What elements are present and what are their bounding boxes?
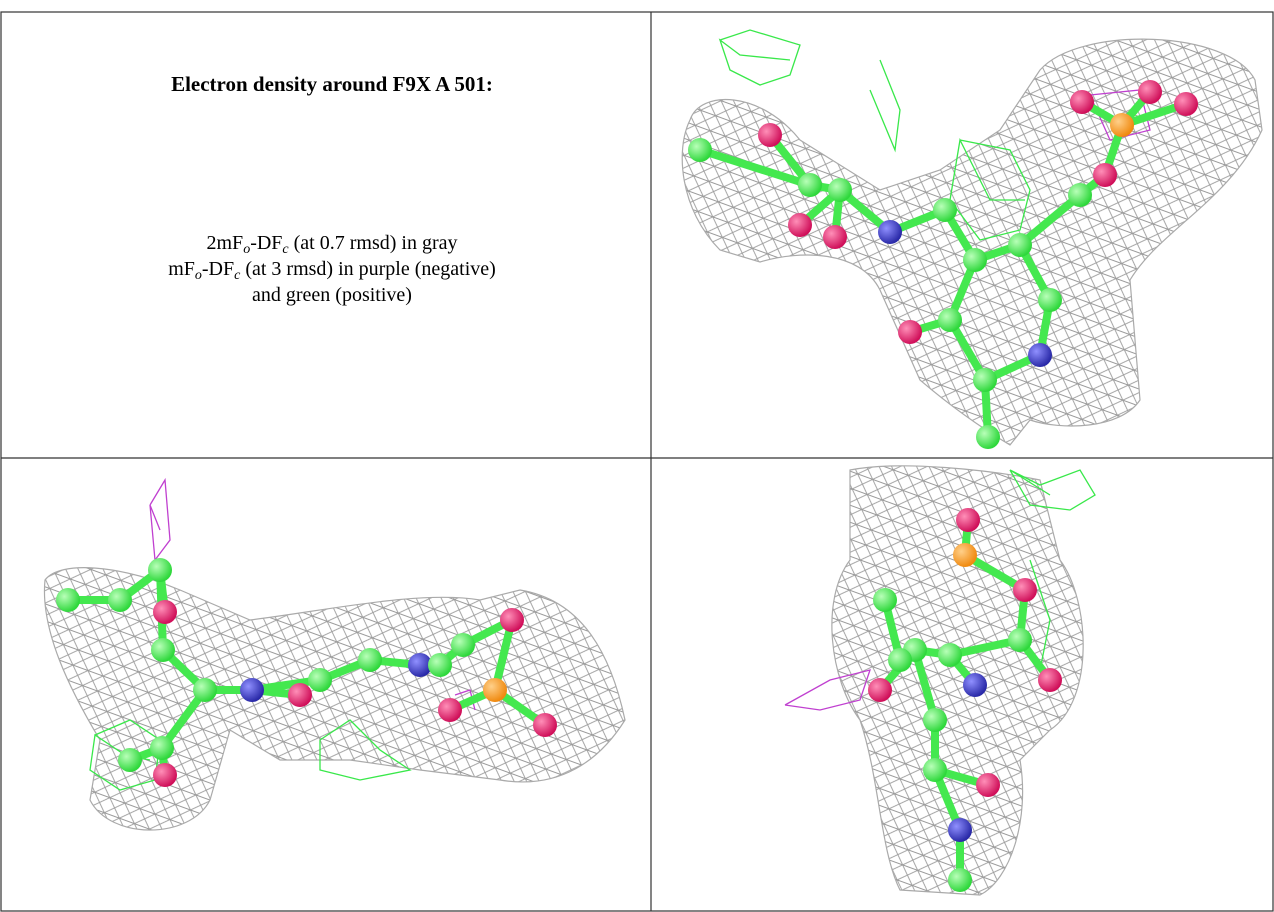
legend-text-part: -DF [250, 232, 283, 254]
bond [696, 146, 814, 189]
atom [438, 698, 462, 722]
atom [56, 588, 80, 612]
atom [153, 600, 177, 624]
atom [118, 748, 142, 772]
atom [408, 653, 432, 677]
atom [823, 225, 847, 249]
atom [963, 248, 987, 272]
difference-mesh [149, 477, 171, 562]
difference-mesh [949, 137, 1031, 241]
atom [151, 638, 175, 662]
atom [923, 758, 947, 782]
legend-line: mFo-DFc (at 3 rmsd) in purple (negative) [12, 256, 652, 283]
density-mesh [43, 567, 626, 831]
atom [1028, 343, 1052, 367]
atom [533, 713, 557, 737]
atom [1068, 183, 1092, 207]
atom [288, 683, 312, 707]
atom [956, 508, 980, 532]
atom [873, 588, 897, 612]
atom [148, 558, 172, 582]
atom [798, 173, 822, 197]
difference-mesh [718, 29, 801, 86]
difference-mesh [1029, 559, 1051, 671]
legend-text-part: (at 0.7 rmsd) in gray [288, 232, 458, 254]
atom [1038, 668, 1062, 692]
atom [938, 308, 962, 332]
table-grid [0, 11, 1274, 912]
bond [158, 686, 209, 752]
legend-line: and green (positive) [12, 282, 652, 308]
legend-line: 2mFo-DFc (at 0.7 rmsd) in gray [12, 230, 652, 257]
atom [153, 763, 177, 787]
atom [976, 425, 1000, 449]
atom [308, 668, 332, 692]
atom [358, 648, 382, 672]
atom [878, 220, 902, 244]
subscript: c [234, 268, 241, 283]
atom [868, 678, 892, 702]
atom [788, 213, 812, 237]
atom [976, 773, 1000, 797]
atom [1008, 628, 1032, 652]
atom [1093, 163, 1117, 187]
atom [500, 608, 524, 632]
panel-title: Electron density around F9X A 501: [171, 72, 493, 96]
atom [1138, 80, 1162, 104]
atom [963, 673, 987, 697]
atom [1070, 90, 1094, 114]
atom [1013, 578, 1037, 602]
atom [973, 368, 997, 392]
legend-text-part: -DF [201, 258, 235, 280]
atom [1008, 233, 1032, 257]
density-mesh [831, 465, 1084, 896]
difference-mesh [869, 59, 901, 153]
atom [933, 198, 957, 222]
subscript: o [243, 242, 251, 257]
atom [758, 123, 782, 147]
bond [1016, 191, 1084, 249]
atom [948, 818, 972, 842]
legend-text: 2mFo-DFc (at 0.7 rmsd) in gray mFo-DFc (a… [12, 230, 652, 308]
atom [108, 588, 132, 612]
atom [1110, 113, 1134, 137]
atom [888, 648, 912, 672]
difference-mesh [1089, 89, 1151, 141]
bond [911, 646, 939, 724]
atom [1174, 92, 1198, 116]
atom [948, 868, 972, 892]
atom [193, 678, 217, 702]
atom [923, 708, 947, 732]
atom [150, 736, 174, 760]
difference-mesh [1009, 469, 1096, 511]
atom [240, 678, 264, 702]
difference-mesh [89, 719, 161, 791]
subscript: o [194, 268, 202, 283]
atom [1038, 288, 1062, 312]
atom [483, 678, 507, 702]
atom [688, 138, 712, 162]
atom [938, 643, 962, 667]
atom [953, 543, 977, 567]
bond [491, 616, 516, 694]
subscript: c [282, 242, 289, 257]
difference-mesh [784, 669, 871, 711]
legend-text-part: 2mF [206, 232, 244, 254]
atom [898, 320, 922, 344]
legend-text-part: mF [168, 258, 195, 280]
atom [451, 633, 475, 657]
legend-text-part: and green (positive) [252, 284, 412, 306]
atom [828, 178, 852, 202]
atom [428, 653, 452, 677]
legend-text-part: (at 3 rmsd) in purple (negative) [240, 258, 496, 280]
difference-mesh [319, 719, 412, 781]
